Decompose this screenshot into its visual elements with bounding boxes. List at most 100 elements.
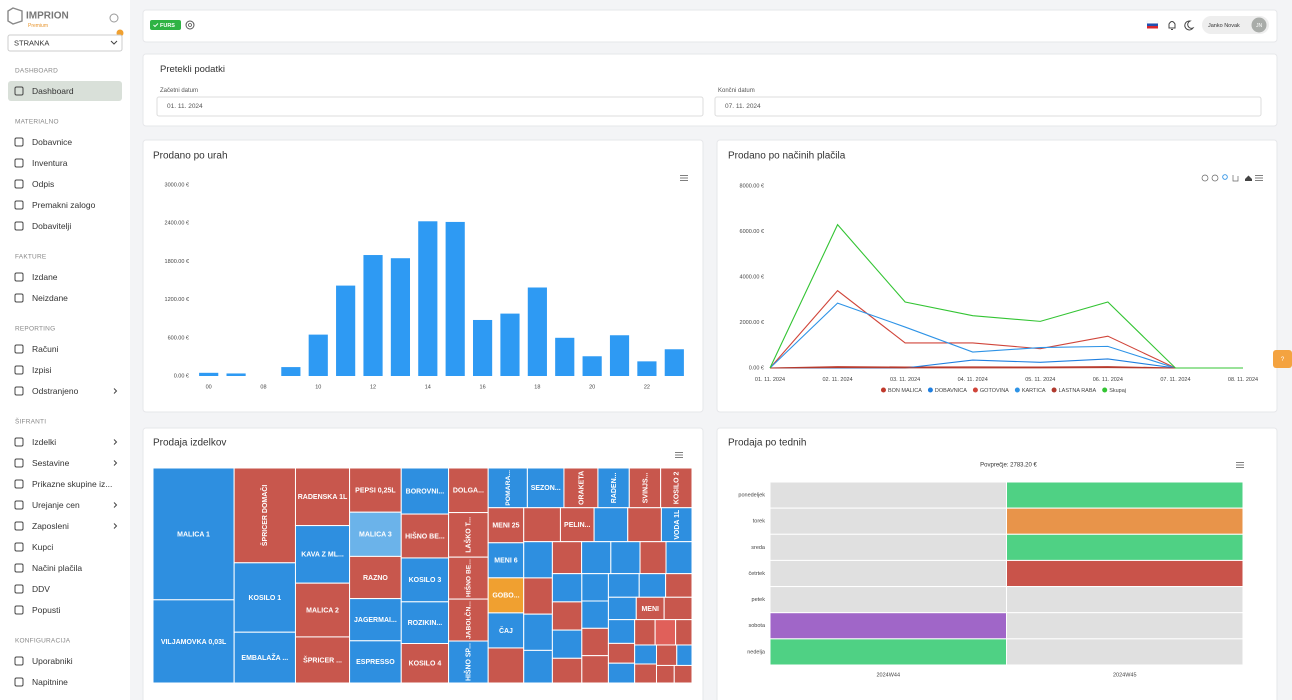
start-input[interactable] bbox=[156, 96, 704, 117]
heatmap-cell[interactable] bbox=[1006, 481, 1244, 509]
zoom-out[interactable] bbox=[1211, 174, 1219, 182]
treemap-cell[interactable] bbox=[607, 642, 636, 664]
heatmap-cell[interactable] bbox=[1006, 507, 1244, 535]
empty-cell[interactable] bbox=[1006, 638, 1244, 666]
legend-marker[interactable] bbox=[927, 387, 933, 393]
nav-item[interactable]: Urejanje cen bbox=[32, 500, 80, 510]
treemap-cell[interactable] bbox=[551, 601, 583, 631]
nav-item[interactable]: Izdane bbox=[32, 272, 58, 282]
legend-label[interactable]: LASTNA RABA bbox=[1059, 388, 1097, 394]
zoom-in[interactable] bbox=[1201, 174, 1209, 182]
nav-item[interactable]: DDV bbox=[32, 584, 50, 594]
treemap-cell[interactable] bbox=[526, 467, 565, 509]
treemap-cell[interactable] bbox=[654, 619, 677, 646]
chart-menu[interactable] bbox=[1255, 175, 1263, 181]
nav-item[interactable]: Premakni zalogo bbox=[32, 200, 96, 210]
treemap-cell[interactable] bbox=[581, 541, 612, 575]
treemap-cell[interactable] bbox=[610, 541, 641, 575]
treemap-cell[interactable] bbox=[676, 644, 693, 666]
legend-marker[interactable] bbox=[972, 387, 978, 393]
legend-marker[interactable] bbox=[1051, 387, 1057, 393]
legend-marker[interactable] bbox=[880, 387, 886, 393]
treemap-cell[interactable] bbox=[607, 573, 640, 598]
treemap-cell[interactable] bbox=[663, 596, 693, 621]
nav-item[interactable]: Dobavnice bbox=[32, 137, 72, 147]
treemap-cell[interactable] bbox=[634, 663, 657, 684]
treemap-cell[interactable] bbox=[551, 629, 583, 659]
heatmap-cell[interactable] bbox=[1006, 559, 1244, 588]
treemap-cell[interactable] bbox=[487, 542, 525, 579]
nav-item[interactable]: Neizdane bbox=[32, 293, 68, 303]
reset[interactable] bbox=[1245, 175, 1252, 182]
treemap-cell[interactable] bbox=[638, 573, 667, 598]
pan[interactable] bbox=[1232, 175, 1239, 182]
treemap-cell[interactable] bbox=[634, 644, 657, 665]
treemap-cell[interactable] bbox=[581, 573, 609, 602]
nav-item[interactable]: Uporabniki bbox=[32, 656, 73, 666]
heatmap-cell[interactable] bbox=[769, 612, 1007, 640]
nav-item[interactable]: Načini plačila bbox=[32, 563, 82, 573]
nav-item[interactable]: Inventura bbox=[32, 158, 68, 168]
treemap-cell[interactable] bbox=[233, 467, 296, 564]
treemap-cell[interactable] bbox=[400, 643, 450, 684]
treemap-cell[interactable] bbox=[660, 507, 693, 543]
end-input[interactable] bbox=[714, 96, 1262, 117]
chart-menu[interactable] bbox=[680, 175, 688, 181]
treemap-cell[interactable] bbox=[233, 562, 296, 633]
heatmap-cell[interactable] bbox=[769, 586, 1007, 614]
treemap-cell[interactable] bbox=[607, 619, 636, 644]
zoom-select[interactable] bbox=[1222, 174, 1228, 180]
nav-item[interactable]: Odstranjeno bbox=[32, 386, 79, 396]
nav-item[interactable]: Zaposleni bbox=[32, 521, 69, 531]
treemap-cell[interactable] bbox=[523, 507, 561, 543]
chart-menu[interactable] bbox=[1236, 462, 1244, 468]
help-button[interactable] bbox=[1273, 350, 1292, 368]
treemap-cell[interactable] bbox=[660, 467, 693, 509]
treemap-cell[interactable] bbox=[487, 577, 525, 614]
treemap-cell[interactable] bbox=[665, 541, 693, 575]
treemap-cell[interactable] bbox=[581, 627, 609, 657]
treemap-cell[interactable] bbox=[551, 541, 583, 575]
nav-item[interactable]: Dobavitelji bbox=[32, 221, 71, 231]
treemap-cell[interactable] bbox=[675, 619, 693, 646]
legend-marker[interactable] bbox=[1102, 387, 1108, 393]
empty-cell[interactable] bbox=[769, 533, 1007, 561]
treemap-cell[interactable] bbox=[294, 636, 351, 684]
empty-cell[interactable] bbox=[769, 559, 1007, 588]
treemap-cell[interactable] bbox=[581, 600, 609, 629]
nav-item[interactable]: Prikazne skupine iz... bbox=[32, 479, 112, 489]
treemap-cell[interactable] bbox=[607, 596, 637, 621]
treemap-cell[interactable] bbox=[400, 513, 450, 559]
treemap-cell[interactable] bbox=[581, 655, 609, 684]
heatmap-cell[interactable] bbox=[769, 638, 1007, 666]
treemap-cell[interactable] bbox=[627, 507, 662, 543]
treemap-cell[interactable] bbox=[448, 598, 489, 642]
nav-item[interactable]: Kupci bbox=[32, 542, 53, 552]
treemap-cell[interactable] bbox=[294, 525, 351, 584]
nav-item[interactable]: Izpisi bbox=[32, 365, 51, 375]
chart-menu[interactable] bbox=[675, 452, 683, 458]
treemap-cell[interactable] bbox=[673, 664, 693, 684]
nav-item[interactable]: Sestavine bbox=[32, 458, 70, 468]
empty-cell[interactable] bbox=[1006, 612, 1244, 640]
legend-label[interactable]: DOBAVNICA bbox=[935, 388, 967, 394]
nav-item[interactable]: Napitnine bbox=[32, 677, 68, 687]
gear-icon[interactable] bbox=[185, 20, 195, 30]
treemap-cell[interactable] bbox=[655, 644, 678, 666]
treemap-cell[interactable] bbox=[551, 657, 583, 684]
treemap-cell[interactable] bbox=[523, 577, 553, 615]
nav-item[interactable]: Dashboard bbox=[32, 86, 74, 96]
treemap-cell[interactable] bbox=[448, 467, 489, 514]
legend-label[interactable]: BON MALICA bbox=[888, 388, 922, 394]
treemap-cell[interactable] bbox=[634, 619, 656, 646]
treemap-cell[interactable] bbox=[655, 664, 675, 684]
treemap-cell[interactable] bbox=[523, 613, 553, 651]
treemap-cell[interactable] bbox=[448, 640, 489, 684]
legend-marker[interactable] bbox=[1014, 387, 1020, 393]
empty-cell[interactable] bbox=[769, 507, 1007, 535]
legend-label[interactable]: GOTOVINA bbox=[980, 388, 1009, 394]
client-select[interactable] bbox=[7, 34, 123, 52]
treemap-cell[interactable] bbox=[487, 647, 525, 684]
nav-item[interactable]: Računi bbox=[32, 344, 59, 354]
treemap-cell[interactable] bbox=[152, 599, 235, 684]
